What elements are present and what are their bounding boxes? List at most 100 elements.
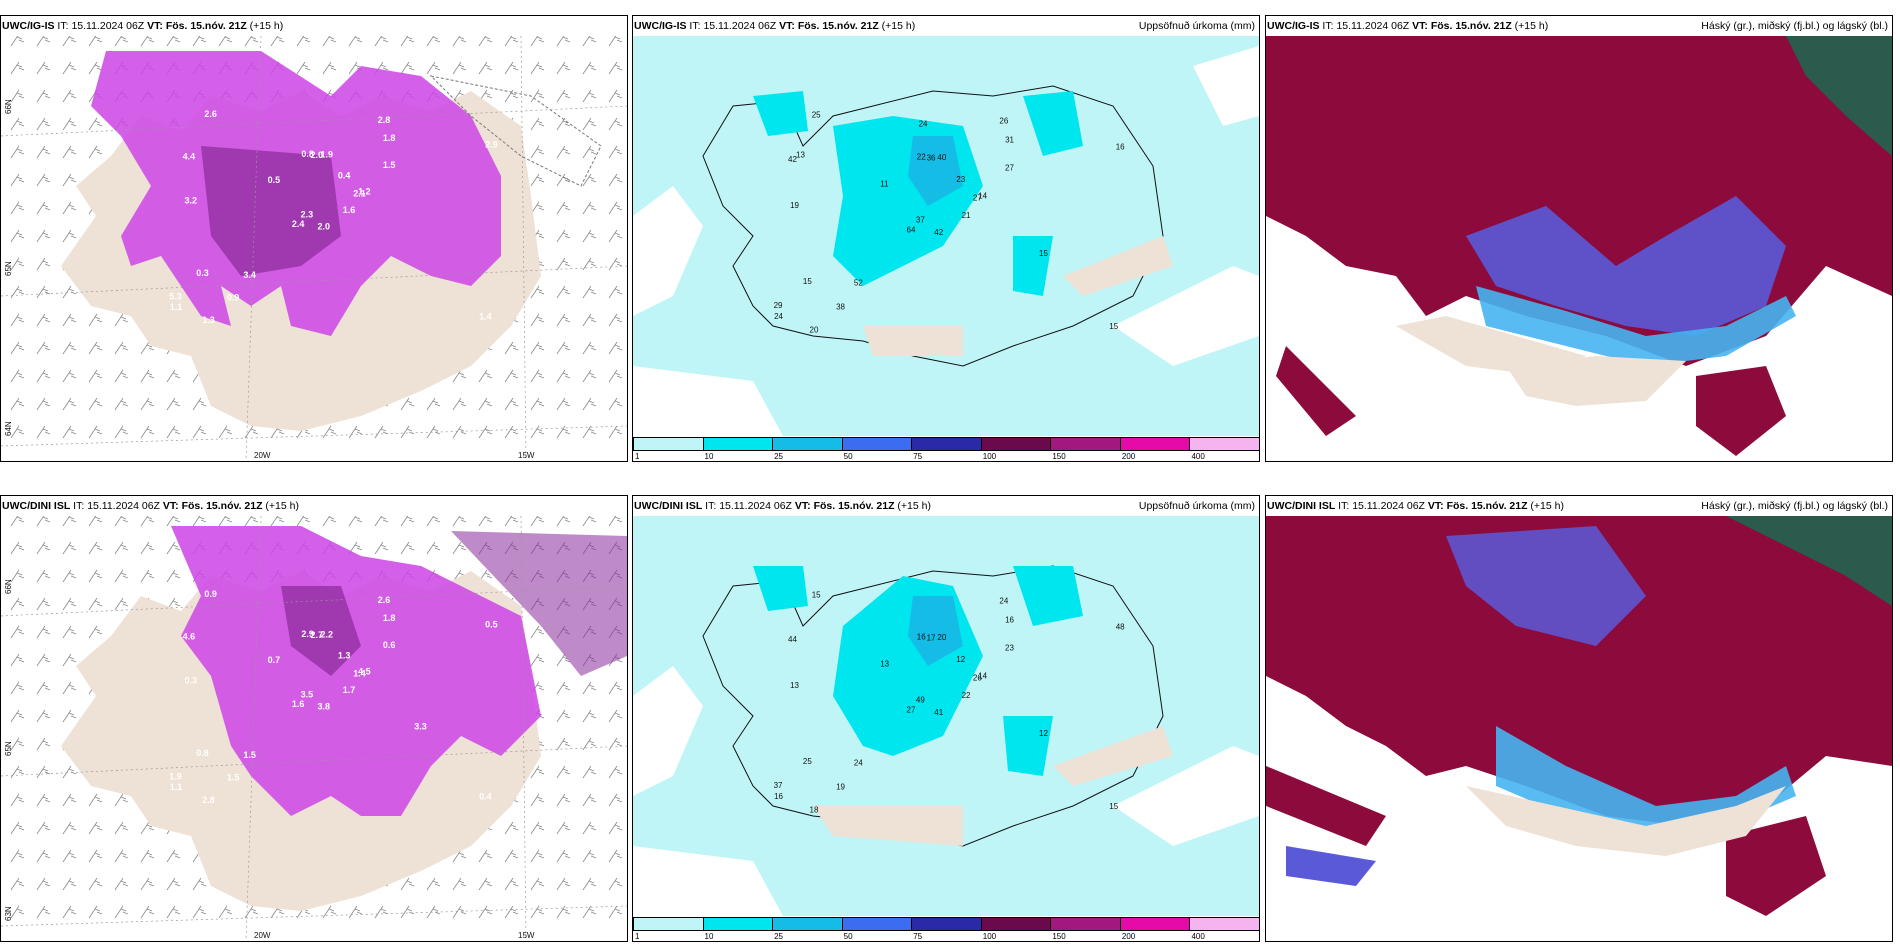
value-label: 26 <box>973 674 982 683</box>
wind-barb <box>296 36 311 47</box>
wind-barb <box>88 541 103 555</box>
wind-barb <box>88 369 103 383</box>
value-label: 3.3 <box>414 722 427 732</box>
wind-barb <box>530 397 545 411</box>
wind-barb <box>530 369 545 383</box>
wind-barb <box>582 681 597 695</box>
wind-barb <box>10 61 25 75</box>
wind-barb <box>556 61 571 75</box>
wind-barb <box>10 597 25 611</box>
wind-barb <box>478 36 493 47</box>
value-label: 24 <box>854 759 863 768</box>
wind-barb <box>88 569 103 583</box>
wind-barb <box>10 681 25 695</box>
wind-barb <box>62 793 77 807</box>
wind-barb <box>88 793 103 807</box>
wind-barb <box>400 877 415 891</box>
wind-barb <box>36 597 51 611</box>
wind-barb <box>530 36 545 47</box>
wind-barb <box>36 625 51 639</box>
wind-barb <box>10 229 25 243</box>
value-label: 15 <box>1039 249 1048 258</box>
value-label: 12 <box>1039 729 1048 738</box>
wind-barb <box>114 36 129 47</box>
wind-barb <box>62 313 77 327</box>
wind-barb <box>608 849 623 863</box>
value-label: 1.2 <box>358 186 371 196</box>
precip-panel-row1: UWC/IG-IS IT: 15.11.2024 06Z VT: Fös. 15… <box>632 15 1260 462</box>
wind-barb <box>88 625 103 639</box>
wind-barb <box>504 397 519 411</box>
wind-barb <box>10 793 25 807</box>
wind-barb <box>114 541 129 555</box>
wind-barb <box>192 397 207 411</box>
wind-barb <box>582 89 597 103</box>
wind-barb <box>114 425 129 439</box>
value-label: 0.5 <box>485 620 498 630</box>
value-label: 2.8 <box>378 115 391 125</box>
wind-barb <box>530 173 545 187</box>
colorbar-swatch <box>1189 437 1259 451</box>
wind-barb <box>166 397 181 411</box>
value-label: 2.0 <box>318 221 331 231</box>
wind-barb <box>244 516 259 527</box>
cloud-map <box>1266 516 1892 941</box>
value-label: 24 <box>774 312 783 321</box>
wind-barb <box>62 516 77 527</box>
wind-barb <box>608 117 623 131</box>
colorbar-tick: 25 <box>774 452 784 461</box>
wind-barb <box>608 61 623 75</box>
wind-barb <box>166 877 181 891</box>
wind-barb <box>530 117 545 131</box>
wind-barb <box>36 905 51 919</box>
wind-barb <box>582 341 597 355</box>
wind-barb <box>244 36 259 47</box>
wind-barb <box>270 516 285 527</box>
value-label: 1.6 <box>343 205 356 215</box>
value-label: 1.8 <box>383 613 396 623</box>
value-label: 20 <box>810 326 819 335</box>
value-label: 0.6 <box>383 640 396 650</box>
value-label: 13 <box>790 681 799 690</box>
wind-barb <box>62 89 77 103</box>
value-label: 13 <box>880 660 889 669</box>
wind-barb <box>374 541 389 555</box>
wind-barb <box>114 793 129 807</box>
wind-barb <box>504 61 519 75</box>
value-label: 1.5 <box>383 160 396 170</box>
wind-barb <box>504 369 519 383</box>
wind-barb <box>62 36 77 47</box>
wind-barb <box>582 793 597 807</box>
wind-barb <box>556 89 571 103</box>
wind-barb <box>556 821 571 835</box>
wind-barb <box>348 425 363 439</box>
value-label: 4.4 <box>183 152 196 162</box>
wind-barb <box>504 36 519 47</box>
snow-area <box>171 526 541 816</box>
wind-barb <box>608 397 623 411</box>
wind-barb <box>530 425 545 439</box>
lat-label-66: 66N <box>4 99 13 114</box>
value-label: 0.4 <box>338 171 351 181</box>
wind-barb <box>582 257 597 271</box>
wind-barb <box>62 341 77 355</box>
wind-barb <box>10 145 25 159</box>
colorbar-tick: 10 <box>704 932 714 941</box>
wind-barb <box>166 569 181 583</box>
wind-barb <box>582 313 597 327</box>
colorbar-swatch <box>980 917 1052 931</box>
value-label: 15 <box>1109 322 1118 331</box>
colorbar-tick: 1 <box>635 452 640 461</box>
wind-barb <box>218 516 233 527</box>
snow-panel-row2: UWC/DINI ISL IT: 15.11.2024 06Z VT: Fös.… <box>0 495 628 942</box>
wind-barb <box>556 793 571 807</box>
value-label: 2.6 <box>378 595 391 605</box>
wind-barb <box>166 905 181 919</box>
wind-barb <box>530 89 545 103</box>
wind-barb <box>10 877 25 891</box>
wind-barb <box>530 653 545 667</box>
wind-barb <box>556 341 571 355</box>
wind-barb <box>608 709 623 723</box>
wind-barb <box>10 173 25 187</box>
wind-barb <box>114 516 129 527</box>
